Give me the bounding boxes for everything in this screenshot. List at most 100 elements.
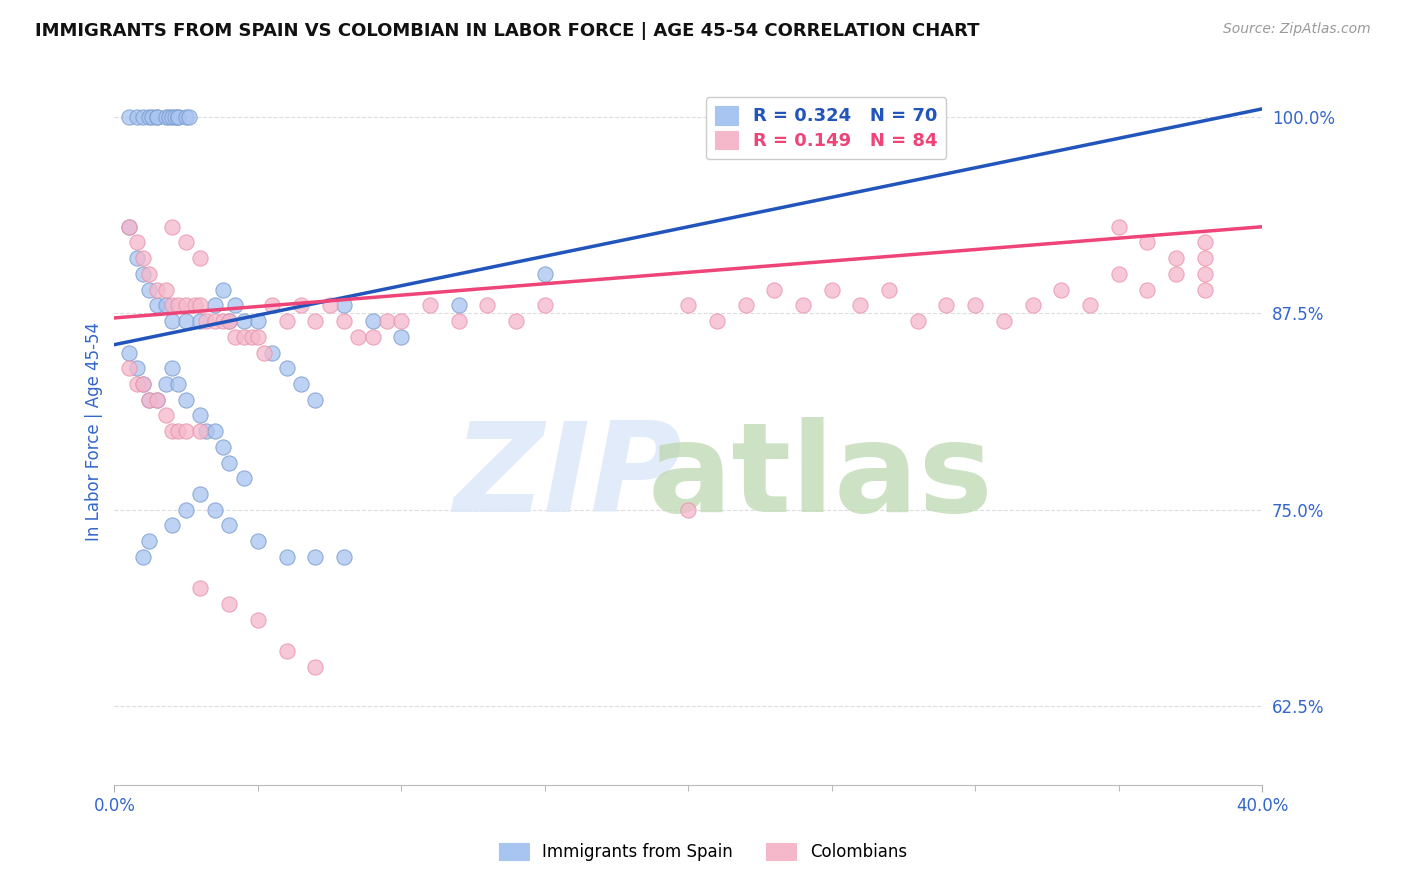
Point bbox=[118, 219, 141, 234]
Point bbox=[333, 549, 356, 564]
Point bbox=[1164, 267, 1187, 281]
Point bbox=[146, 110, 169, 124]
Point bbox=[821, 283, 844, 297]
Point bbox=[166, 298, 188, 312]
Point bbox=[146, 298, 169, 312]
Point bbox=[1108, 219, 1130, 234]
Point bbox=[174, 235, 197, 250]
Point bbox=[389, 330, 412, 344]
Point bbox=[204, 502, 226, 516]
Point bbox=[195, 314, 218, 328]
Point bbox=[138, 534, 160, 549]
Point bbox=[190, 424, 212, 438]
Point bbox=[132, 267, 155, 281]
Point bbox=[477, 298, 499, 312]
Point bbox=[132, 376, 155, 391]
Point bbox=[361, 314, 384, 328]
Point bbox=[118, 219, 141, 234]
Point bbox=[676, 502, 699, 516]
Point bbox=[160, 518, 183, 533]
Point bbox=[127, 235, 149, 250]
Point bbox=[333, 314, 356, 328]
Point bbox=[146, 392, 169, 407]
Point bbox=[1194, 235, 1216, 250]
Point bbox=[1194, 283, 1216, 297]
Point bbox=[1078, 298, 1101, 312]
Point bbox=[127, 376, 149, 391]
Point bbox=[218, 518, 240, 533]
Point bbox=[1136, 235, 1159, 250]
Point bbox=[204, 314, 226, 328]
Point bbox=[127, 361, 149, 376]
Point bbox=[138, 283, 160, 297]
Point bbox=[155, 110, 177, 124]
Point bbox=[132, 110, 155, 124]
Point bbox=[155, 376, 177, 391]
Point bbox=[333, 298, 356, 312]
Point bbox=[166, 376, 188, 391]
Point bbox=[224, 330, 246, 344]
Point bbox=[118, 345, 141, 359]
Point bbox=[184, 298, 207, 312]
Point bbox=[375, 314, 398, 328]
Point bbox=[155, 409, 177, 423]
Point bbox=[157, 110, 180, 124]
Point bbox=[160, 110, 183, 124]
Point bbox=[318, 298, 340, 312]
Point bbox=[174, 424, 197, 438]
Point bbox=[965, 298, 987, 312]
Point bbox=[118, 361, 141, 376]
Point bbox=[204, 424, 226, 438]
Point bbox=[447, 298, 470, 312]
Point bbox=[160, 219, 183, 234]
Point bbox=[132, 549, 155, 564]
Point bbox=[763, 283, 786, 297]
Point bbox=[190, 409, 212, 423]
Text: Source: ZipAtlas.com: Source: ZipAtlas.com bbox=[1223, 22, 1371, 37]
Point bbox=[190, 314, 212, 328]
Point bbox=[174, 298, 197, 312]
Point bbox=[232, 314, 254, 328]
Point bbox=[160, 424, 183, 438]
Legend: Immigrants from Spain, Colombians: Immigrants from Spain, Colombians bbox=[492, 836, 914, 868]
Point bbox=[127, 110, 149, 124]
Point bbox=[676, 298, 699, 312]
Legend: R = 0.324   N = 70, R = 0.149   N = 84: R = 0.324 N = 70, R = 0.149 N = 84 bbox=[706, 97, 946, 160]
Point bbox=[1108, 267, 1130, 281]
Point bbox=[1021, 298, 1043, 312]
Point bbox=[232, 471, 254, 485]
Point bbox=[174, 392, 197, 407]
Point bbox=[174, 110, 197, 124]
Point bbox=[160, 361, 183, 376]
Point bbox=[276, 644, 298, 658]
Point bbox=[290, 298, 312, 312]
Point bbox=[276, 549, 298, 564]
Point bbox=[246, 613, 269, 627]
Point bbox=[190, 487, 212, 501]
Point bbox=[877, 283, 900, 297]
Point bbox=[138, 110, 160, 124]
Point bbox=[212, 314, 235, 328]
Point bbox=[218, 597, 240, 611]
Point bbox=[246, 330, 269, 344]
Point bbox=[204, 298, 226, 312]
Point bbox=[240, 330, 263, 344]
Point bbox=[132, 251, 155, 265]
Point bbox=[155, 298, 177, 312]
Text: atlas: atlas bbox=[648, 417, 994, 538]
Point bbox=[224, 298, 246, 312]
Point bbox=[907, 314, 929, 328]
Y-axis label: In Labor Force | Age 45-54: In Labor Force | Age 45-54 bbox=[86, 322, 103, 541]
Point bbox=[304, 314, 326, 328]
Point bbox=[792, 298, 814, 312]
Point bbox=[127, 251, 149, 265]
Point bbox=[734, 298, 756, 312]
Point bbox=[174, 314, 197, 328]
Point bbox=[1136, 283, 1159, 297]
Point bbox=[146, 110, 169, 124]
Point bbox=[276, 361, 298, 376]
Point bbox=[160, 314, 183, 328]
Point bbox=[218, 314, 240, 328]
Point bbox=[304, 392, 326, 407]
Point bbox=[706, 314, 728, 328]
